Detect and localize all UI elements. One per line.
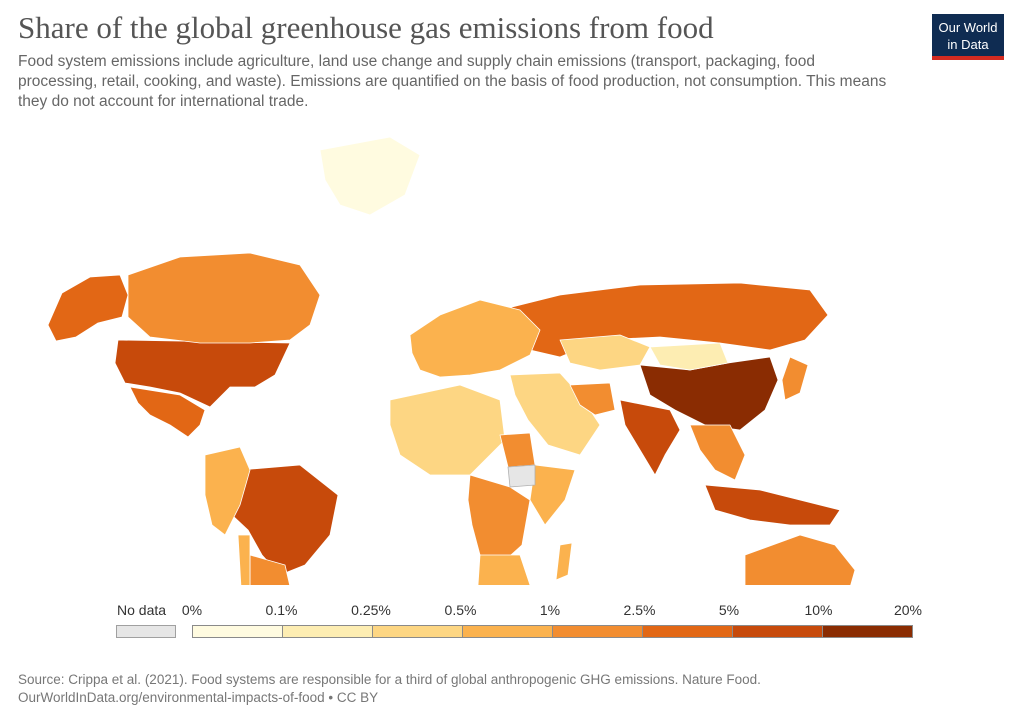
region-united-states[interactable] xyxy=(114,339,291,408)
legend-no-data-label: No data xyxy=(117,602,167,618)
logo-line-2: in Data xyxy=(947,37,989,52)
region-southern-africa[interactable] xyxy=(477,554,531,585)
legend-tick-6: 5% xyxy=(718,602,740,618)
footer-source: Source: Crippa et al. (2021). Food syste… xyxy=(18,672,761,687)
region-madagascar[interactable] xyxy=(555,542,573,581)
world-map xyxy=(47,136,856,585)
region-greenland[interactable] xyxy=(319,136,421,216)
legend-bin-2[interactable] xyxy=(373,626,463,637)
region-kazakhstan[interactable] xyxy=(559,334,651,371)
region-europe[interactable] xyxy=(409,299,541,378)
region-indonesia[interactable] xyxy=(704,484,841,526)
region-canada[interactable] xyxy=(127,252,321,344)
region-argentina[interactable] xyxy=(249,554,292,585)
legend-tick-0: 0% xyxy=(181,602,203,618)
region-australia[interactable] xyxy=(744,534,856,585)
legend-bin-1[interactable] xyxy=(283,626,373,637)
legend-tick-4: 1% xyxy=(539,602,561,618)
legend-color-bins xyxy=(192,625,913,638)
legend-tick-7: 10% xyxy=(804,602,833,618)
region-central-africa[interactable] xyxy=(467,474,531,566)
legend-bin-6[interactable] xyxy=(733,626,823,637)
legend-tick-2: 0.25% xyxy=(351,602,391,618)
region-colombia-peru[interactable] xyxy=(204,446,251,536)
region-sudan[interactable] xyxy=(499,432,536,468)
legend-bin-3[interactable] xyxy=(463,626,553,637)
legend-tick-1: 0.1% xyxy=(265,602,298,618)
legend-bin-0[interactable] xyxy=(193,626,283,637)
legend-tick-3: 0.5% xyxy=(444,602,477,618)
region-south-sudan[interactable] xyxy=(507,464,536,488)
chart-title: Share of the global greenhouse gas emiss… xyxy=(18,10,714,45)
legend-no-data-swatch[interactable] xyxy=(116,625,176,638)
footer: Source: Crippa et al. (2021). Food syste… xyxy=(18,671,761,707)
logo-line-1: Our World xyxy=(938,20,998,35)
region-southeast-asia[interactable] xyxy=(689,424,746,481)
chart-subtitle: Food system emissions include agricultur… xyxy=(18,53,887,110)
region-iran[interactable] xyxy=(569,382,616,416)
region-chile[interactable] xyxy=(237,534,258,585)
map-regions xyxy=(47,136,856,585)
footer-url[interactable]: OurWorldInData.org/environmental-impacts… xyxy=(18,690,379,705)
region-japan[interactable] xyxy=(781,356,809,401)
region-alaska[interactable] xyxy=(47,274,129,342)
region-mexico[interactable] xyxy=(129,386,206,438)
region-east-africa[interactable] xyxy=(529,464,576,526)
legend-tick-5: 2.5% xyxy=(623,602,656,618)
legend-bin-7[interactable] xyxy=(823,626,912,637)
region-brazil[interactable] xyxy=(231,464,339,576)
legend-bin-5[interactable] xyxy=(643,626,733,637)
owid-logo[interactable]: Our World in Data xyxy=(932,14,1004,60)
legend-bin-4[interactable] xyxy=(553,626,643,637)
region-india[interactable] xyxy=(619,399,681,476)
region-western-africa[interactable] xyxy=(389,384,506,476)
legend: No data 0% 0.1% 0.25% 0.5% 1% 2.5% 5% 10% 20% xyxy=(0,598,1024,648)
legend-tick-8: 20% xyxy=(893,602,923,618)
region-mongolia[interactable] xyxy=(649,342,729,371)
